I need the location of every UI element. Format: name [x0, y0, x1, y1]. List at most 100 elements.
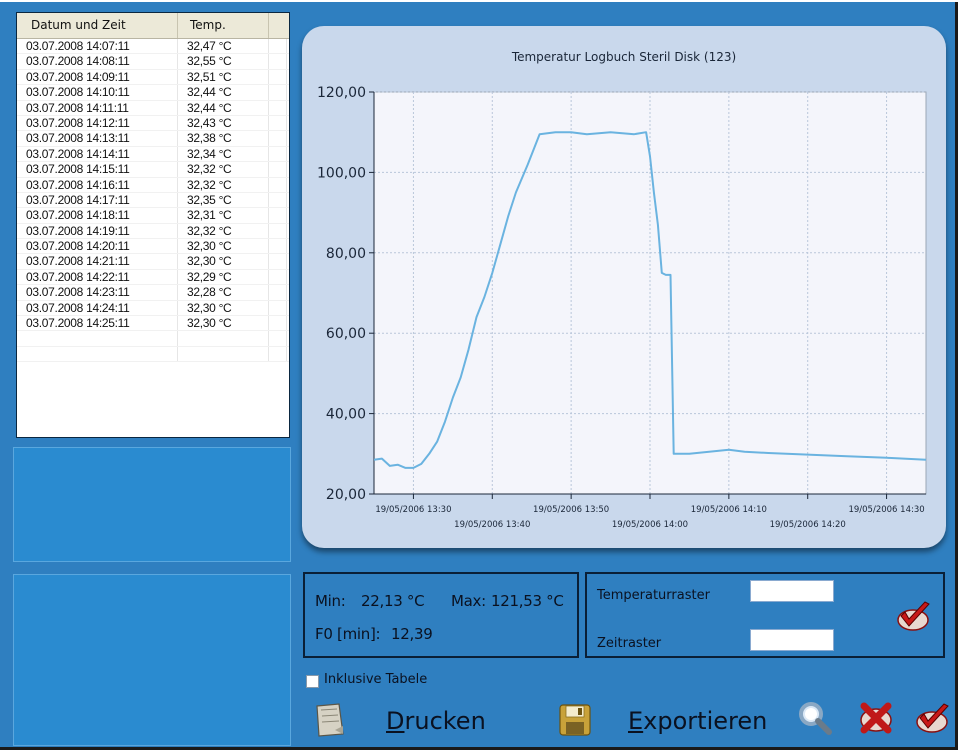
cell-datetime: 03.07.2008 14:21:11 — [17, 254, 178, 269]
cell-datetime: 03.07.2008 14:18:11 — [17, 208, 178, 223]
table-row[interactable]: 03.07.2008 14:18:11 32,31 °C — [17, 208, 289, 224]
cell-temp: 32,43 °C — [178, 115, 269, 131]
cell-empty — [269, 331, 287, 346]
f0-label: F0 [min]: — [315, 625, 381, 643]
cell-temp: 32,35 °C — [178, 192, 269, 208]
include-table-label[interactable]: Inklusive Tabele — [324, 672, 428, 687]
table-row[interactable]: 03.07.2008 14:17:11 32,35 °C — [17, 192, 289, 209]
cell-datetime: 03.07.2008 14:15:11 — [17, 162, 178, 177]
chart-card: Temperatur Logbuch Steril Disk (123) 120… — [302, 26, 946, 548]
cell-empty — [178, 331, 269, 346]
table-row[interactable]: 03.07.2008 14:25:11 32,30 °C — [17, 316, 289, 332]
print-icon[interactable] — [313, 702, 347, 738]
cell-temp: 32,32 °C — [178, 162, 269, 177]
cell-datetime: 03.07.2008 14:12:11 — [17, 115, 178, 131]
min-value: 22,13 °C — [361, 592, 425, 610]
cell-datetime: 03.07.2008 14:10:11 — [17, 85, 178, 100]
table-row[interactable]: 03.07.2008 14:20:11 32,30 °C — [17, 239, 289, 255]
cancel-x-icon[interactable] — [856, 700, 896, 736]
cell-temp: 32,28 °C — [178, 285, 269, 300]
table-row[interactable]: 03.07.2008 14:09:11 32,51 °C — [17, 69, 289, 86]
time-raster-label: Zeitraster — [597, 636, 662, 651]
cell-temp: 32,44 °C — [178, 100, 269, 115]
x-tick-label: 19/05/2006 14:10 — [691, 505, 767, 515]
cell-datetime: 03.07.2008 14:20:11 — [17, 239, 178, 254]
cell-temp: 32,32 °C — [178, 177, 269, 192]
max-label: Max: — [451, 592, 486, 610]
cell-spacer — [269, 54, 287, 69]
cell-datetime: 03.07.2008 14:07:11 — [17, 39, 178, 54]
cell-temp: 32,30 °C — [178, 239, 269, 254]
y-tick-label: 80,00 — [326, 246, 366, 262]
y-tick-label: 40,00 — [326, 407, 366, 423]
table-row[interactable]: 03.07.2008 14:14:11 32,34 °C — [17, 146, 289, 163]
cell-spacer — [269, 239, 287, 254]
y-tick-label: 20,00 — [326, 487, 366, 503]
cell-spacer — [269, 208, 287, 223]
cell-datetime: 03.07.2008 14:09:11 — [17, 69, 178, 85]
temperature-raster-input[interactable] — [750, 580, 834, 602]
table-row[interactable]: 03.07.2008 14:24:11 32,30 °C — [17, 300, 289, 317]
cell-datetime: 03.07.2008 14:08:11 — [17, 54, 178, 69]
save-disk-icon[interactable] — [557, 702, 593, 738]
cell-empty — [178, 346, 269, 362]
export-button[interactable]: Exportieren — [628, 707, 768, 735]
time-raster-input[interactable] — [750, 629, 834, 651]
ok-check-icon[interactable] — [912, 700, 954, 736]
cell-datetime: 03.07.2008 14:19:11 — [17, 223, 178, 239]
table-row[interactable]: 03.07.2008 14:21:11 32,30 °C — [17, 254, 289, 270]
cell-datetime: 03.07.2008 14:13:11 — [17, 131, 178, 146]
f0-value: 12,39 — [391, 625, 433, 643]
cell-spacer — [269, 85, 287, 100]
cell-empty — [269, 346, 287, 362]
cell-spacer — [269, 192, 287, 208]
cell-datetime: 03.07.2008 14:23:11 — [17, 285, 178, 300]
temperature-series-line — [373, 131, 927, 469]
cell-spacer — [269, 131, 287, 146]
stats-box: Min: 22,13 °C Max: 121,53 °C F0 [min]: 1… — [303, 572, 579, 658]
table-row[interactable]: 03.07.2008 14:11:11 32,44 °C — [17, 100, 289, 116]
table-row[interactable]: 03.07.2008 14:07:11 32,47 °C — [17, 39, 289, 55]
cell-temp: 32,38 °C — [178, 131, 269, 146]
cell-datetime: 03.07.2008 14:22:11 — [17, 269, 178, 285]
table-row[interactable]: 03.07.2008 14:23:11 32,28 °C — [17, 285, 289, 301]
cell-spacer — [269, 269, 287, 285]
column-header-datetime[interactable]: Datum und Zeit — [17, 13, 178, 38]
x-tick-label: 19/05/2006 14:00 — [612, 520, 688, 530]
cell-spacer — [269, 100, 287, 115]
include-table-checkbox[interactable] — [306, 675, 319, 688]
cell-spacer — [269, 69, 287, 85]
table-row[interactable]: 03.07.2008 14:19:11 32,32 °C — [17, 223, 289, 240]
cell-temp: 32,29 °C — [178, 269, 269, 285]
raster-settings: Temperaturraster Zeitraster — [585, 572, 945, 658]
print-button[interactable]: Drucken — [386, 707, 486, 735]
cell-datetime: 03.07.2008 14:17:11 — [17, 192, 178, 208]
x-tick-label: 19/05/2006 13:30 — [375, 505, 451, 515]
table-row[interactable]: 03.07.2008 14:13:11 32,38 °C — [17, 131, 289, 147]
table-row[interactable]: 03.07.2008 14:16:11 32,32 °C — [17, 177, 289, 193]
table-row[interactable]: 03.07.2008 14:12:11 32,43 °C — [17, 115, 289, 132]
magnifier-icon[interactable] — [796, 700, 834, 736]
info-panel-top — [13, 447, 291, 562]
cell-temp: 32,30 °C — [178, 300, 269, 316]
column-header-temp[interactable]: Temp. — [178, 13, 269, 38]
cell-datetime: 03.07.2008 14:14:11 — [17, 146, 178, 162]
cell-spacer — [269, 223, 287, 239]
cell-temp: 32,51 °C — [178, 69, 269, 85]
cell-temp: 32,44 °C — [178, 85, 269, 100]
apply-raster-check-icon[interactable] — [893, 598, 935, 634]
chart-title: Temperatur Logbuch Steril Disk (123) — [511, 50, 737, 64]
data-table[interactable]: Datum und Zeit Temp. 03.07.2008 14:07:11… — [16, 12, 290, 438]
temperature-raster-label: Temperaturraster — [597, 588, 710, 603]
cell-spacer — [269, 254, 287, 269]
table-row[interactable]: 03.07.2008 14:22:11 32,29 °C — [17, 269, 289, 286]
table-body: 03.07.2008 14:07:11 32,47 °C 03.07.2008 14… — [17, 39, 289, 363]
table-row[interactable]: 03.07.2008 14:10:11 32,44 °C — [17, 85, 289, 101]
table-row[interactable]: 03.07.2008 14:08:11 32,55 °C — [17, 54, 289, 70]
x-tick-label: 19/05/2006 14:20 — [770, 520, 846, 530]
cell-datetime: 03.07.2008 14:25:11 — [17, 316, 178, 331]
cell-temp: 32,30 °C — [178, 254, 269, 269]
temperature-chart: 120,00 100,00 80,00 60,00 40,00 20,00 19/05/20… — [317, 85, 927, 530]
cell-temp: 32,30 °C — [178, 316, 269, 331]
table-row[interactable]: 03.07.2008 14:15:11 32,32 °C — [17, 162, 289, 178]
